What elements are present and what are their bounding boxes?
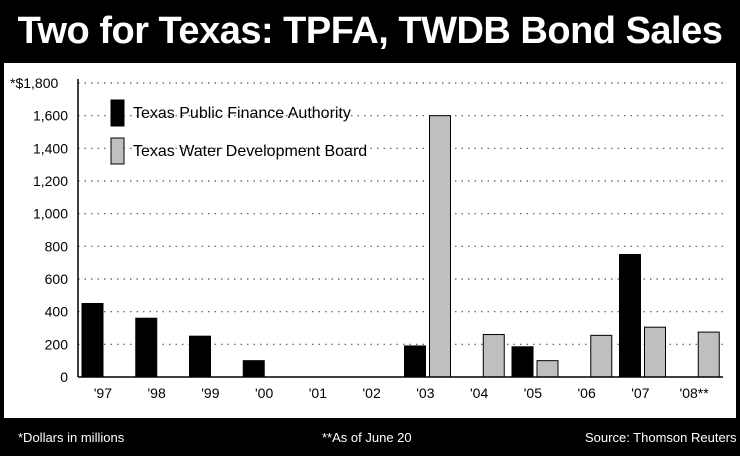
y-tick-label: 600 <box>45 271 69 287</box>
x-tick-label: '08** <box>680 385 710 401</box>
x-tick-label: '99 <box>201 385 219 401</box>
legend-swatch-tpfa <box>110 99 125 127</box>
bar-tpfa <box>511 346 534 378</box>
bar-twdb <box>536 360 559 378</box>
x-tick-label: '02 <box>363 385 381 401</box>
y-tick-label: 1,200 <box>33 173 68 189</box>
y-tick-label: 400 <box>45 304 69 320</box>
x-tick-label: '98 <box>148 385 166 401</box>
footer: *Dollars in millions **As of June 20 Sou… <box>0 420 740 456</box>
y-tick-label: 1,000 <box>33 206 68 222</box>
footnote-asof: **As of June 20 <box>322 430 412 445</box>
bar-tpfa <box>189 335 211 378</box>
bar-twdb <box>590 334 613 378</box>
x-tick-label: '03 <box>416 385 434 401</box>
legend: Texas Public Finance Authority Texas Wate… <box>110 99 367 165</box>
x-tick-label: '00 <box>255 385 273 401</box>
y-tick-label: *$1,800 <box>10 75 58 91</box>
y-tick-label: 0 <box>60 369 68 385</box>
bar-tpfa <box>135 317 158 378</box>
plot-area <box>4 63 736 418</box>
x-tick-label: '97 <box>94 385 112 401</box>
x-tick-label: '04 <box>470 385 488 401</box>
y-tick-label: 1,400 <box>33 140 68 156</box>
x-tick-label: '07 <box>631 385 649 401</box>
x-tick-label: '06 <box>578 385 596 401</box>
legend-swatch-twdb <box>110 137 125 165</box>
legend-label-twdb: Texas Water Development Board <box>133 143 367 160</box>
bar-twdb <box>644 326 666 378</box>
bar-twdb <box>429 115 451 378</box>
bar-twdb <box>482 334 505 378</box>
x-tick-label: '01 <box>309 385 327 401</box>
x-tick-label: '05 <box>524 385 542 401</box>
bar-twdb <box>697 331 720 378</box>
bars <box>81 115 720 378</box>
bar-tpfa <box>242 360 265 378</box>
chart-title: Two for Texas: TPFA, TWDB Bond Sales <box>0 0 740 62</box>
source-credit: Source: Thomson Reuters <box>585 430 737 445</box>
y-tick-label: 800 <box>45 238 69 254</box>
bar-tpfa <box>619 254 641 378</box>
y-tick-label: 200 <box>45 336 69 352</box>
bar-tpfa <box>404 345 426 378</box>
axes: 0 200 400 600 800 1,000 1,200 1,400 1,600 *$1,800… <box>10 75 723 401</box>
legend-label-tpfa: Texas Public Finance Authority <box>133 105 351 122</box>
footnote-units: *Dollars in millions <box>18 430 125 445</box>
bar-tpfa <box>81 303 104 378</box>
y-tick-label: 1,600 <box>33 108 68 124</box>
